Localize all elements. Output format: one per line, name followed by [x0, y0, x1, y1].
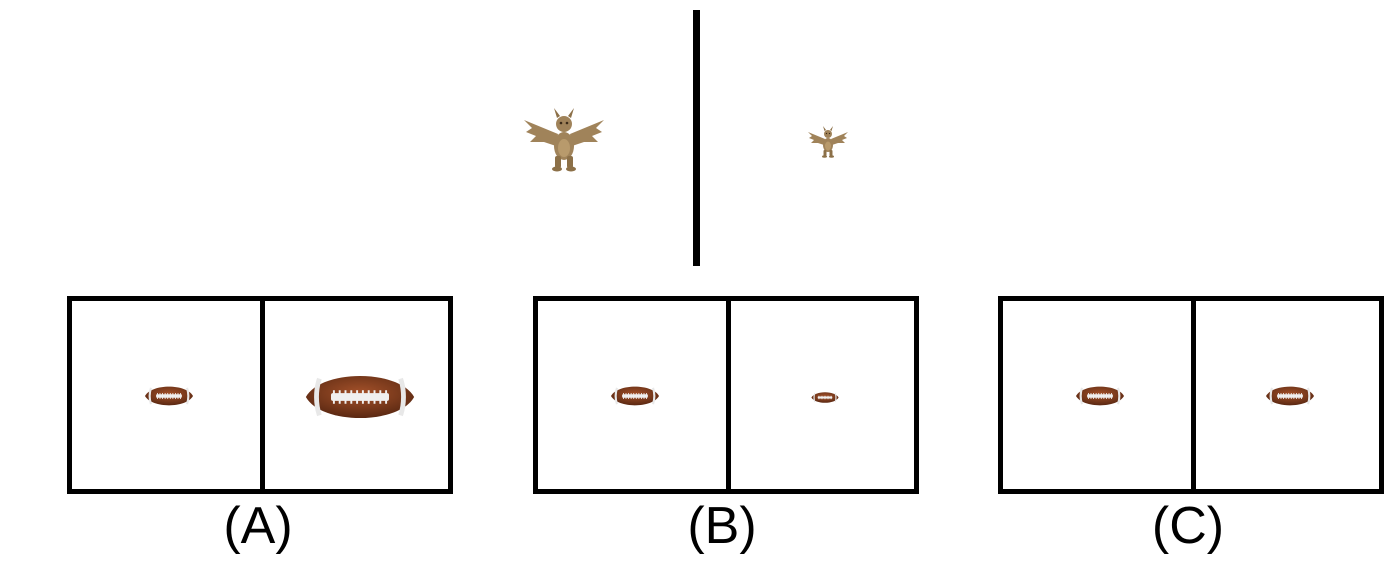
football-icon [1264, 385, 1316, 407]
football-icon [1074, 385, 1126, 407]
option-a-label: (A) [223, 497, 293, 555]
panel-divider [260, 301, 265, 489]
option-c-label: (C) [1151, 497, 1225, 555]
option-b-panel[interactable] [533, 296, 919, 494]
panel-divider [726, 301, 731, 489]
dragon-icon [808, 126, 848, 158]
dragon-icon [524, 108, 604, 172]
football-icon [302, 363, 418, 431]
option-c-panel[interactable] [998, 296, 1384, 494]
option-b-label: (B) [687, 497, 757, 555]
panel-divider [1191, 301, 1196, 489]
football-icon [609, 385, 661, 407]
football-icon [810, 391, 840, 404]
football-icon [143, 385, 195, 407]
example-divider [693, 10, 700, 266]
option-a-panel[interactable] [67, 296, 453, 494]
